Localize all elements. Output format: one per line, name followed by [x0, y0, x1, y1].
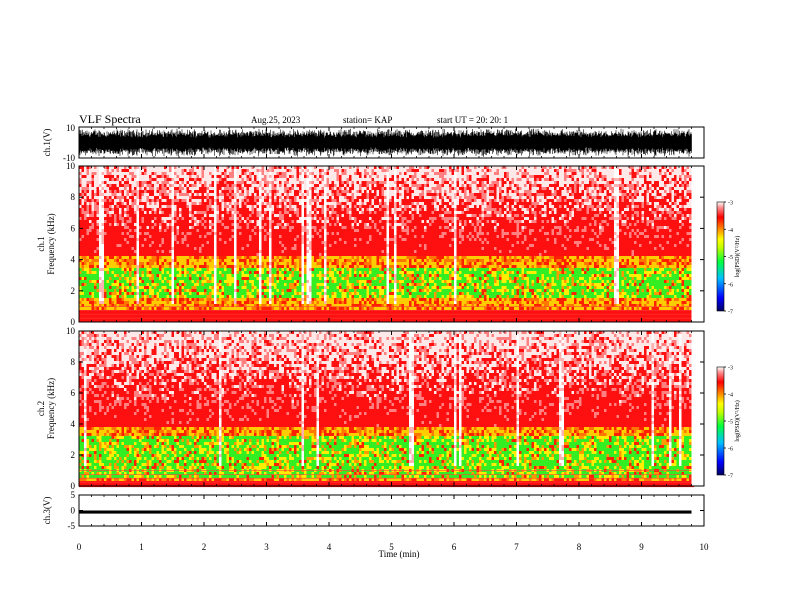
date-label: Aug.25, 2023: [251, 115, 301, 125]
y-tick-label: 6: [71, 388, 76, 398]
ch3-waveform-trace: [79, 511, 692, 514]
x-tick-label: 7: [514, 542, 519, 552]
x-tick-label: 6: [452, 542, 457, 552]
x-tick-label: 3: [264, 542, 269, 552]
no-data-region: [692, 331, 705, 486]
colorbar-ch2: -3 -4 -5 -6 -7 log(PSD)(V²/Hz): [717, 366, 741, 480]
y-tick-label: 2: [71, 286, 76, 296]
y-tick-label: 10: [66, 326, 76, 336]
y-tick-label: 4: [71, 255, 76, 265]
y-tick-label: 10: [66, 123, 76, 133]
colorbar-label: log(PSD)(V²/Hz): [734, 400, 741, 441]
y-tick-label: -5: [68, 521, 76, 531]
y-tick-label: 2: [71, 450, 76, 460]
colorbar-tick-label: -7: [728, 474, 733, 480]
station-label: station= KAP: [343, 115, 392, 125]
colorbar-tick-label: -3: [728, 201, 733, 207]
y-tick-label: 10: [66, 161, 76, 171]
y-axis-label: ch.3(V): [42, 497, 52, 525]
ch3-waveform-panel: 5 0 -5 ch.3(V): [42, 490, 704, 531]
colorbar-ch1: -3 -4 -5 -6 -7 log(PSD)(V²/Hz): [717, 201, 741, 316]
colorbar-gradient: [717, 367, 724, 475]
x-tick-label: 8: [577, 542, 582, 552]
y-tick-label: 8: [71, 192, 76, 202]
ch1-waveform-trace: [80, 128, 692, 156]
x-tick-label: 1: [139, 542, 144, 552]
y-tick-label: 4: [71, 419, 76, 429]
colorbar-tick-label: -4: [728, 393, 733, 399]
x-tick-label: 10: [700, 542, 710, 552]
x-axis-label: Time (min): [379, 549, 420, 559]
chart-title: VLF Spectra: [79, 112, 141, 126]
colorbar-tick-label: -5: [728, 420, 733, 426]
x-tick-label: 0: [77, 542, 82, 552]
colorbar-tick-label: -3: [728, 366, 733, 372]
x-tick-label: 2: [202, 542, 207, 552]
no-data-region: [692, 166, 705, 322]
colorbar-gradient: [717, 202, 724, 311]
x-tick-label: 9: [639, 542, 644, 552]
x-tick-label: 4: [327, 542, 332, 552]
colorbar-tick-label: -6: [728, 282, 733, 288]
start-time-label: start UT = 20: 20: 1: [437, 115, 508, 125]
colorbar-tick-label: -5: [728, 255, 733, 261]
colorbar-tick-label: -7: [728, 310, 733, 316]
y-axis-label: ch.1Frequency (kHz): [36, 213, 56, 274]
y-tick-label: 0: [71, 506, 76, 516]
y-axis-label: ch.1(V): [42, 129, 52, 157]
colorbar-tick-label: -6: [728, 447, 733, 453]
colorbar-tick-label: -4: [728, 228, 733, 234]
spectrogram-cells: [79, 166, 694, 322]
spectrogram-cells: [79, 331, 694, 487]
y-tick-label: 5: [71, 490, 76, 500]
colorbar-label: log(PSD)(V²/Hz): [734, 236, 741, 277]
y-axis-label: ch.2Frequency (kHz): [36, 378, 56, 439]
y-tick-label: 6: [71, 223, 76, 233]
vlf-spectra-figure: VLF Spectra Aug.25, 2023 station= KAP st…: [0, 0, 792, 612]
y-tick-label: 8: [71, 357, 76, 367]
